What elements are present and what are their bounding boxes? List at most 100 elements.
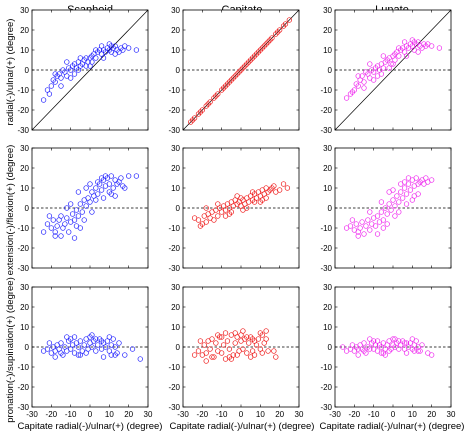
data-point	[195, 348, 202, 354]
y-tick-label: 20	[171, 26, 180, 35]
data-point	[380, 53, 386, 59]
data-point	[224, 338, 231, 344]
data-point	[263, 41, 269, 47]
data-point	[220, 342, 227, 348]
data-point	[211, 354, 217, 360]
data-point	[282, 21, 289, 27]
data-point	[372, 223, 379, 229]
data-point	[68, 336, 74, 342]
data-point	[68, 75, 74, 81]
xlabel-col-1: Capitate radial(-)/ulnar(+) (degree)	[18, 421, 163, 432]
data-point	[83, 185, 89, 191]
y-tick-label: -20	[320, 106, 332, 115]
data-point	[386, 348, 392, 354]
identity-line	[183, 10, 299, 130]
data-point	[81, 342, 87, 348]
x-tick-label: -30	[177, 410, 189, 419]
data-point	[77, 55, 83, 61]
data-point	[263, 336, 269, 342]
x-axis-labels: Capitate radial(-)/ulnar(+) (degree) Cap…	[18, 421, 465, 432]
data-point	[367, 209, 373, 215]
data-point	[401, 39, 408, 45]
x-tick-label: 10	[408, 410, 417, 419]
data-point	[50, 217, 56, 223]
data-point	[361, 79, 367, 85]
y-tick-label: 30	[323, 6, 332, 15]
data-point	[213, 340, 219, 346]
data-point	[349, 342, 356, 348]
data-point	[382, 352, 388, 358]
data-point	[58, 213, 64, 219]
data-point	[77, 201, 83, 207]
data-point	[62, 221, 68, 227]
x-tick-label: -20	[46, 410, 58, 419]
data-point	[403, 350, 410, 356]
data-point	[95, 191, 101, 197]
data-point	[224, 81, 231, 87]
panel-scaphoid-row3: -30 -20 -10 0 10 20 30 -30 -20 -10 0 10 20 30	[17, 283, 153, 419]
data-point	[213, 93, 219, 99]
data-point	[251, 199, 258, 205]
xlabel-col-3: Capitate radial(-)/ulnar(+) (degree)	[320, 421, 465, 432]
data-point	[87, 199, 93, 205]
y-tick-label: 20	[323, 303, 332, 312]
data-point	[413, 175, 419, 181]
panel-scaphoid-row2: -30 -20 -10 0 10 20 30	[17, 144, 149, 273]
y-tick-label: 0	[328, 66, 333, 75]
y-tick-label: 20	[20, 164, 29, 173]
data-point	[93, 197, 99, 203]
data-point	[133, 47, 140, 53]
data-point	[398, 181, 404, 187]
y-tick-label: -30	[17, 403, 29, 412]
data-point	[98, 43, 105, 49]
data-point	[112, 352, 118, 358]
data-point	[286, 17, 292, 23]
data-point	[359, 219, 365, 225]
data-point	[219, 334, 225, 340]
y-tick-label: -30	[320, 403, 332, 412]
data-point	[75, 67, 82, 73]
plot-area	[32, 173, 148, 241]
data-point	[73, 207, 80, 213]
data-point	[69, 211, 76, 217]
data-point	[201, 342, 207, 348]
data-point	[100, 195, 107, 201]
data-point	[64, 59, 70, 65]
data-point	[380, 217, 386, 223]
data-point	[40, 229, 47, 235]
data-point	[75, 344, 82, 350]
data-point	[71, 71, 78, 77]
y-tick-label: 30	[323, 144, 332, 153]
data-point	[392, 213, 398, 219]
data-point	[284, 185, 291, 191]
data-point	[98, 338, 105, 344]
data-point	[106, 334, 112, 340]
data-point	[277, 187, 283, 193]
y-tick-label: 30	[171, 144, 180, 153]
data-point	[367, 227, 373, 233]
data-point	[108, 352, 114, 358]
data-point	[93, 348, 99, 354]
data-point	[73, 223, 80, 229]
data-point	[102, 173, 109, 179]
scatter-panels: -30 -20 -10 0 10 20 30 -30 -20 -10 0 10 20 30 -30 -20 -1…	[17, 6, 456, 419]
data-point	[405, 175, 412, 181]
data-point	[273, 354, 279, 360]
data-point	[83, 203, 89, 209]
plot-area	[183, 10, 299, 130]
data-point	[259, 350, 265, 356]
data-point	[361, 85, 367, 91]
data-point	[52, 229, 58, 235]
data-point	[215, 201, 221, 207]
data-point	[275, 29, 281, 35]
data-point	[108, 173, 114, 179]
data-point	[386, 65, 392, 71]
y-tick-label: 10	[20, 323, 29, 332]
data-point	[122, 352, 128, 358]
data-point	[255, 336, 262, 342]
x-tick-label: 0	[391, 410, 396, 419]
data-point	[374, 213, 381, 219]
data-point	[232, 340, 238, 346]
data-point	[248, 354, 254, 360]
